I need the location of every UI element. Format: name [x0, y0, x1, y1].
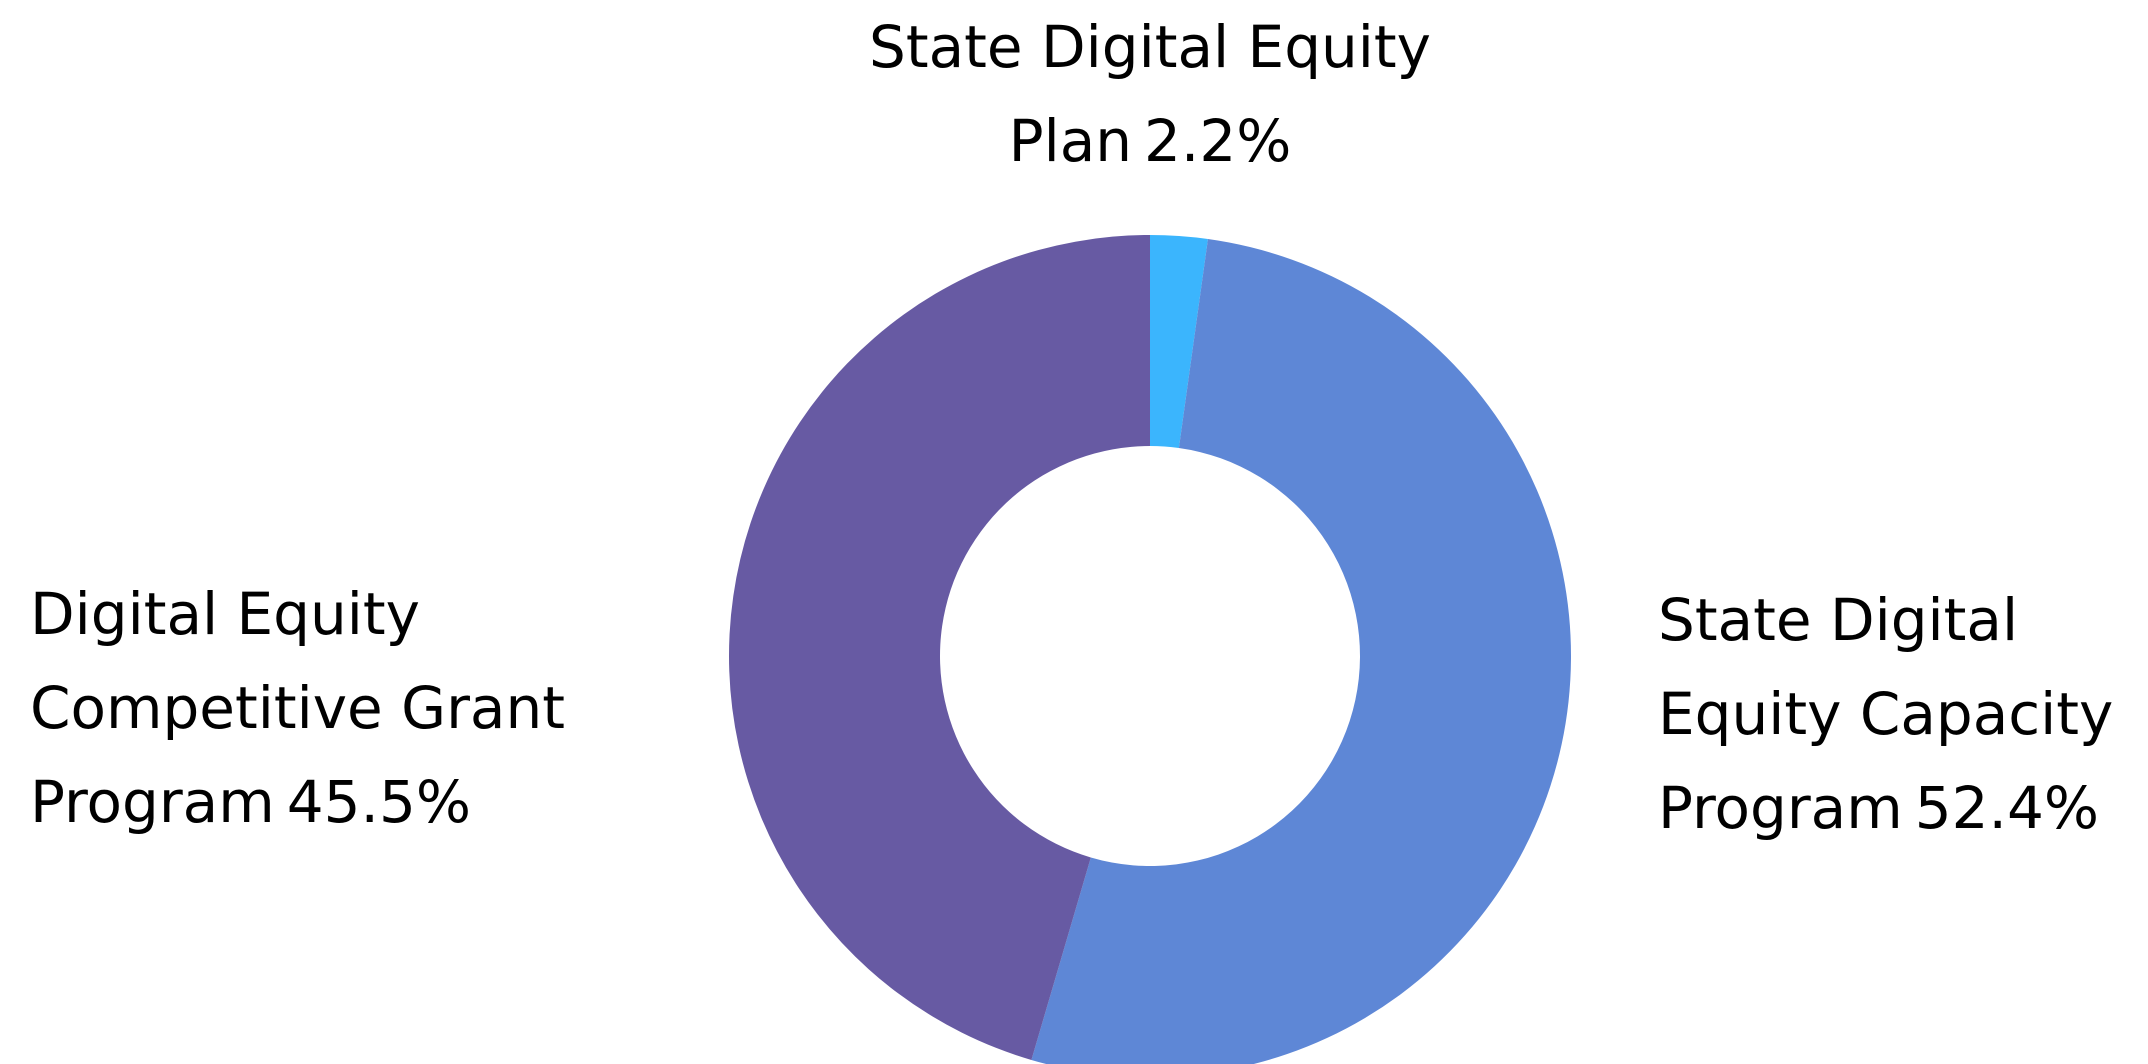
value-label: 45.5% — [286, 768, 471, 836]
category-label: Digital Equity Competitive Grant Program — [30, 580, 565, 836]
category-label: State Digital Equity Capacity Program — [1658, 586, 2114, 842]
donut-slice — [1150, 235, 1208, 448]
value-label: 2.2% — [1144, 107, 1292, 175]
slice-label: Digital Equity Competitive Grant Program… — [30, 567, 700, 849]
donut-slice — [729, 235, 1150, 1060]
donut-slice — [1031, 239, 1571, 1064]
value-label: 52.4% — [1914, 774, 2099, 842]
slice-label: State Digital Equity Capacity Program 52.… — [1658, 573, 2138, 855]
slice-label: State Digital Equity Plan 2.2% — [860, 0, 1440, 188]
category-label: State Digital Equity Plan — [869, 13, 1431, 175]
